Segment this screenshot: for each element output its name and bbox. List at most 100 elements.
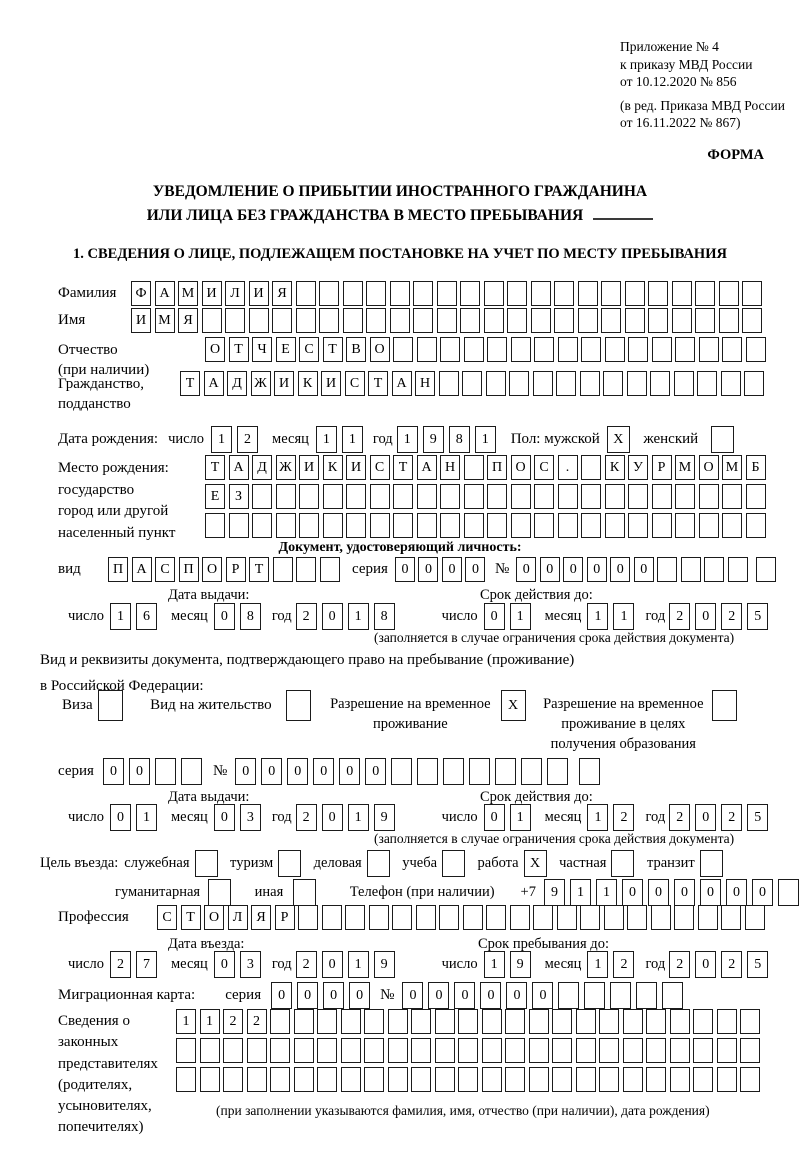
char-cell[interactable]: [434, 1009, 455, 1034]
char-cell[interactable]: 3: [239, 804, 261, 831]
char-cell[interactable]: 2: [223, 1009, 243, 1034]
char-cell[interactable]: [366, 850, 390, 877]
char-cell[interactable]: [462, 905, 483, 930]
char-cell[interactable]: [205, 513, 225, 538]
char-cell[interactable]: [272, 308, 292, 333]
char-cell[interactable]: [699, 850, 723, 877]
char-cell[interactable]: [624, 308, 645, 333]
char-cell[interactable]: [626, 371, 647, 396]
char-cell[interactable]: [530, 281, 551, 306]
char-cell[interactable]: О: [369, 337, 390, 362]
char-cell[interactable]: [721, 905, 741, 930]
char-cell[interactable]: [622, 1067, 643, 1092]
char-cell[interactable]: [293, 1067, 314, 1092]
char-cell[interactable]: С: [157, 905, 177, 930]
char-cell[interactable]: [440, 337, 460, 362]
char-cell[interactable]: [364, 1067, 384, 1092]
char-cell[interactable]: [575, 1038, 596, 1063]
char-cell[interactable]: О: [698, 455, 719, 480]
char-cell[interactable]: [698, 484, 719, 509]
char-cell[interactable]: [675, 337, 695, 362]
char-cell[interactable]: 0: [563, 557, 584, 582]
char-cell[interactable]: [671, 308, 692, 333]
char-cell[interactable]: [599, 1038, 619, 1063]
char-cell[interactable]: 0: [483, 603, 505, 630]
char-cell[interactable]: [693, 1067, 713, 1092]
char-cell[interactable]: [346, 484, 366, 509]
char-cell[interactable]: 0: [428, 982, 450, 1009]
char-cell[interactable]: [722, 337, 742, 362]
char-cell[interactable]: Т: [180, 371, 200, 396]
char-cell[interactable]: [534, 513, 554, 538]
char-cell[interactable]: [716, 1038, 737, 1063]
char-cell[interactable]: [528, 1067, 549, 1092]
char-cell[interactable]: [547, 758, 569, 785]
char-cell[interactable]: С: [534, 455, 554, 480]
char-cell[interactable]: [534, 484, 554, 509]
char-cell[interactable]: Н: [415, 371, 435, 396]
char-cell[interactable]: [604, 484, 625, 509]
char-cell[interactable]: [369, 513, 390, 538]
char-cell[interactable]: 1: [109, 603, 131, 630]
char-cell[interactable]: 0: [287, 758, 309, 785]
char-cell[interactable]: [299, 484, 319, 509]
char-cell[interactable]: [651, 337, 672, 362]
char-cell[interactable]: [413, 308, 433, 333]
char-cell[interactable]: [581, 337, 601, 362]
char-cell[interactable]: 0: [313, 758, 335, 785]
char-cell[interactable]: 2: [669, 951, 691, 978]
char-cell[interactable]: [558, 982, 580, 1009]
char-cell[interactable]: 8: [448, 426, 470, 453]
char-cell[interactable]: [716, 1009, 737, 1034]
char-cell[interactable]: 5: [747, 603, 769, 630]
char-cell[interactable]: 0: [610, 557, 631, 582]
char-cell[interactable]: 1: [474, 426, 496, 453]
char-cell[interactable]: И: [201, 281, 222, 306]
char-cell[interactable]: [669, 1009, 690, 1034]
char-cell[interactable]: 8: [373, 603, 395, 630]
char-cell[interactable]: 0: [586, 557, 607, 582]
char-cell[interactable]: П: [108, 557, 128, 582]
char-cell[interactable]: [298, 905, 318, 930]
char-cell[interactable]: [413, 281, 433, 306]
char-cell[interactable]: [577, 308, 598, 333]
char-cell[interactable]: [646, 1038, 666, 1063]
char-cell[interactable]: [391, 758, 413, 785]
char-cell[interactable]: [460, 308, 480, 333]
char-cell[interactable]: [252, 513, 272, 538]
char-cell[interactable]: [744, 905, 765, 930]
char-cell[interactable]: 5: [747, 951, 769, 978]
char-cell[interactable]: [340, 1038, 361, 1063]
char-cell[interactable]: [366, 281, 386, 306]
char-cell[interactable]: [272, 557, 293, 582]
char-cell[interactable]: [486, 905, 506, 930]
char-cell[interactable]: 1: [569, 879, 591, 906]
char-cell[interactable]: [176, 1067, 196, 1092]
char-cell[interactable]: [443, 758, 465, 785]
char-cell[interactable]: 0: [751, 879, 773, 906]
char-cell[interactable]: Т: [393, 455, 413, 480]
char-cell[interactable]: [557, 337, 578, 362]
char-cell[interactable]: Ж: [250, 371, 271, 396]
char-cell[interactable]: [487, 337, 507, 362]
char-cell[interactable]: [556, 371, 576, 396]
char-cell[interactable]: [481, 1038, 502, 1063]
char-cell[interactable]: [322, 513, 343, 538]
char-cell[interactable]: [722, 484, 742, 509]
char-cell[interactable]: 0: [394, 557, 415, 582]
char-cell[interactable]: [252, 484, 272, 509]
char-cell[interactable]: П: [178, 557, 199, 582]
char-cell[interactable]: [554, 308, 574, 333]
char-cell[interactable]: И: [248, 281, 269, 306]
char-cell[interactable]: [722, 513, 742, 538]
char-cell[interactable]: [434, 1038, 455, 1063]
char-cell[interactable]: [599, 1067, 619, 1092]
char-cell[interactable]: [507, 281, 527, 306]
char-cell[interactable]: [505, 1067, 525, 1092]
char-cell[interactable]: X: [523, 850, 547, 877]
char-cell[interactable]: [604, 337, 625, 362]
char-cell[interactable]: [697, 371, 717, 396]
char-cell[interactable]: 0: [621, 879, 643, 906]
char-cell[interactable]: 2: [721, 951, 743, 978]
char-cell[interactable]: [319, 281, 339, 306]
